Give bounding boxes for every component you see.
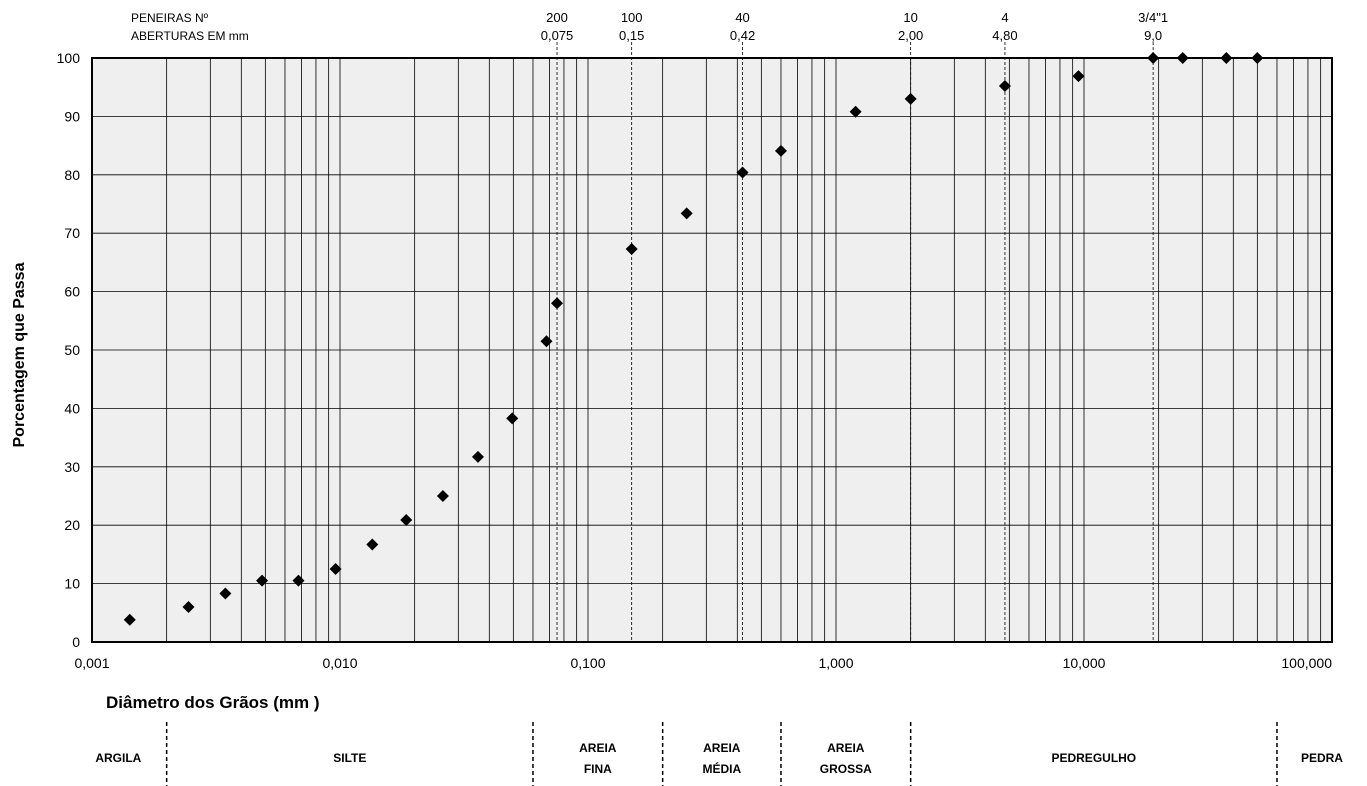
sieve-number-label: 200	[546, 10, 568, 25]
data-point	[540, 335, 553, 348]
sieve-labels: 200 0,075 100 0,15 40 0,42 10 2,00 4 4,80 3/4"1 9,0	[541, 10, 1168, 43]
sieve-number-label: 3/4"1	[1138, 10, 1168, 25]
data-point	[506, 412, 519, 425]
soil-class-label: AREIA	[703, 741, 741, 755]
sieve-opening-label: 0,075	[541, 28, 574, 43]
data-points	[123, 52, 1264, 626]
data-point	[774, 144, 787, 157]
soil-class-label: AREIA	[827, 741, 865, 755]
soil-class-label: ARGILA	[95, 751, 141, 765]
data-point	[1072, 70, 1085, 83]
data-point	[329, 563, 342, 575]
data-point	[736, 166, 749, 179]
data-point	[904, 92, 917, 105]
y-tick-label: 90	[64, 108, 80, 124]
y-tick-label: 70	[64, 225, 80, 241]
soil-class-label: AREIA	[579, 741, 617, 755]
y-tick-label: 100	[57, 50, 81, 66]
data-point	[1220, 52, 1233, 64]
soil-class-label: FINA	[584, 762, 612, 776]
data-point	[366, 538, 379, 551]
soil-class-label: PEDRA	[1301, 751, 1343, 765]
y-tick-label: 20	[64, 517, 80, 533]
x-tick-labels: 0,001 0,010 0,100 1,000 10,000 100,000	[74, 655, 1332, 671]
soil-class-label: MÉDIA	[702, 761, 741, 776]
data-point	[849, 105, 862, 118]
data-point	[219, 587, 232, 600]
data-point	[182, 600, 195, 613]
x-tick-label: 100,000	[1281, 655, 1332, 671]
soil-classification: ARGILA SILTE AREIA FINA AREIA MÉDIA AREIA GROSS…	[95, 722, 1343, 786]
sieve-number-label: 4	[1001, 10, 1008, 25]
y-tick-label: 80	[64, 167, 80, 183]
data-point	[998, 80, 1011, 93]
x-tick-label: 0,010	[322, 655, 357, 671]
y-tick-label: 30	[64, 459, 80, 475]
y-tick-labels: 0 10 20 30 40 50 60 70 80 90 100	[57, 50, 81, 650]
data-point	[471, 450, 484, 463]
sieve-number-label: 10	[903, 10, 917, 25]
sieve-opening-label: 0,42	[730, 28, 755, 43]
x-tick-label: 0,100	[570, 655, 605, 671]
sieve-lines	[556, 42, 1154, 642]
y-tick-label: 0	[72, 634, 80, 650]
soil-class-label: SILTE	[333, 751, 366, 765]
sieve-header-line-1: PENEIRAS Nº	[131, 11, 209, 25]
soil-class-label: GROSSA	[820, 762, 872, 776]
sieve-opening-label: 9,0	[1144, 28, 1162, 43]
x-tick-label: 0,001	[74, 655, 109, 671]
data-point	[1147, 52, 1160, 64]
x-tick-label: 1,000	[818, 655, 853, 671]
data-point	[680, 207, 693, 220]
y-tick-label: 40	[64, 400, 80, 416]
sieve-opening-label: 0,15	[619, 28, 644, 43]
plot-frame	[91, 57, 1333, 643]
data-point	[436, 490, 449, 502]
sieve-opening-label: 4,80	[992, 28, 1017, 43]
data-point	[1251, 52, 1264, 64]
sieve-header-line-2: ABERTURAS EM mm	[131, 29, 249, 43]
x-tick-label: 10,000	[1063, 655, 1106, 671]
data-point	[400, 513, 413, 526]
y-tick-label: 50	[64, 342, 80, 358]
sieve-number-label: 100	[621, 10, 643, 25]
data-point	[625, 242, 638, 255]
y-axis-label: Porcentagem que Passa	[11, 262, 28, 447]
y-tick-label: 10	[64, 576, 80, 592]
sieve-opening-label: 2,00	[898, 28, 923, 43]
y-tick-label: 60	[64, 284, 80, 300]
sieve-number-label: 40	[735, 10, 749, 25]
data-point	[1176, 52, 1189, 64]
data-point	[123, 613, 136, 626]
data-point	[256, 574, 269, 587]
x-axis-label: Diâmetro dos Grãos (mm )	[106, 693, 320, 712]
data-point	[292, 574, 305, 587]
data-point	[551, 297, 564, 310]
soil-class-label: PEDREGULHO	[1051, 751, 1136, 765]
